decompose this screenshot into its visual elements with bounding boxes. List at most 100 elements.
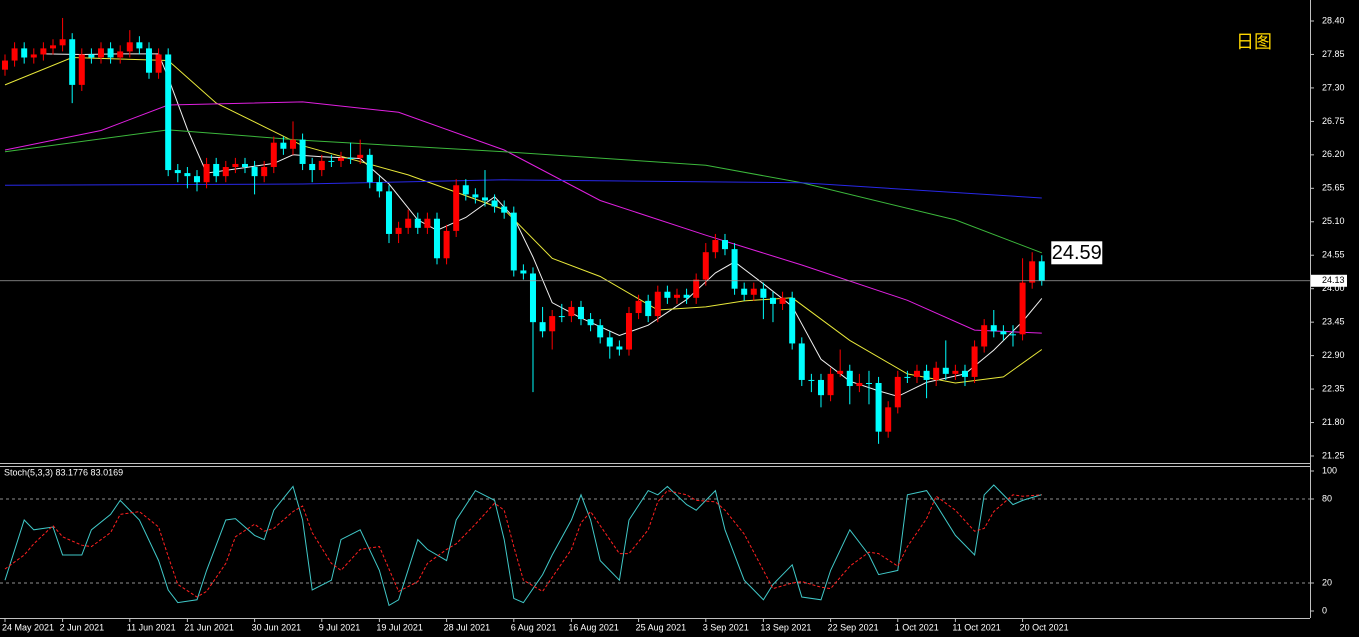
candle-body (789, 297, 796, 344)
candle-body (990, 325, 997, 332)
candle-body (328, 160, 335, 162)
candle-body (865, 382, 872, 384)
candle-body (232, 163, 239, 168)
candle-body (731, 249, 738, 289)
candle-body (597, 325, 604, 338)
candle-body (481, 197, 488, 201)
y-tick-label: 80 (1322, 493, 1332, 503)
candle-body (721, 240, 728, 250)
candle-body (299, 139, 306, 164)
end-value-label: 24.59 (1052, 242, 1102, 264)
candle-body (558, 316, 565, 318)
y-tick-label: 27.30 (1322, 82, 1345, 92)
candle-body (933, 367, 940, 380)
x-tick-label: 28 Jul 2021 (444, 622, 491, 632)
candle-body (750, 288, 757, 295)
candle-body (577, 306, 584, 320)
indicator-line (4, 490, 1042, 598)
candle-body (40, 48, 47, 55)
candle-body (376, 182, 383, 192)
candle-body (491, 200, 498, 207)
candle-body (69, 39, 76, 85)
candle-body (769, 297, 776, 304)
candle-body (414, 218, 421, 228)
candle-body (1009, 334, 1016, 336)
candle-body (289, 139, 296, 149)
y-tick-label: 28.40 (1322, 15, 1345, 25)
candle-body (395, 227, 402, 234)
y-tick-label: 26.75 (1322, 116, 1345, 126)
candle-body (309, 163, 316, 171)
candle-body (817, 379, 824, 396)
candle-body (923, 370, 930, 380)
candle-body (155, 54, 162, 73)
candle-body (203, 163, 210, 183)
candle-body (894, 376, 901, 408)
candle-body (673, 294, 680, 298)
end-value-box (1050, 240, 1104, 266)
candle-body (625, 313, 632, 350)
candle-body (424, 218, 431, 228)
candle-body (520, 270, 527, 274)
x-tick-label: 19 Jul 2021 (376, 622, 423, 632)
candle-body (241, 163, 248, 168)
candle-body (1029, 261, 1036, 283)
candle-body (549, 316, 556, 332)
candle-body (779, 297, 786, 304)
candle-body (405, 218, 412, 228)
candle-body (117, 51, 124, 58)
candle-body (366, 154, 373, 183)
candle-body (712, 240, 719, 253)
x-tick-label: 25 Aug 2021 (636, 622, 687, 632)
candle-body (1038, 261, 1045, 281)
candle-body (798, 343, 805, 380)
candle-body (251, 167, 258, 177)
candle-body (904, 376, 911, 378)
candle-body (193, 176, 200, 183)
candle-body (961, 370, 968, 377)
candle-body (357, 154, 364, 158)
candle-body (184, 173, 191, 177)
candle-body (453, 185, 460, 231)
candle-body (136, 42, 143, 49)
y-tick-label: 25.10 (1322, 216, 1345, 226)
candle-body (529, 273, 536, 323)
x-tick-label: 9 Jul 2021 (319, 622, 361, 632)
candle-body (913, 370, 920, 377)
price-tag (1311, 274, 1347, 287)
candle-body (107, 48, 114, 58)
candle-body (606, 337, 613, 347)
y-tick-label: 21.80 (1322, 417, 1345, 427)
candle-body (174, 170, 181, 174)
candle-body (587, 319, 594, 326)
candle-body (635, 300, 642, 314)
candle-body (539, 322, 546, 332)
x-tick-label: 3 Sep 2021 (703, 622, 749, 632)
x-tick-label: 30 Jun 2021 (252, 622, 302, 632)
candle-body (11, 48, 18, 61)
candle-body (693, 279, 700, 298)
candle-body (337, 157, 344, 161)
x-tick-label: 6 Aug 2021 (511, 622, 557, 632)
candle-body (21, 48, 28, 58)
y-tick-label: 23.45 (1322, 317, 1345, 327)
y-tick-label: 100 (1322, 465, 1337, 475)
candle-body (702, 252, 709, 280)
y-tick-label: 24.00 (1322, 283, 1345, 293)
candle-body (443, 230, 450, 259)
y-tick-label: 27.85 (1322, 49, 1345, 59)
candle-body (971, 346, 978, 377)
timeframe-label: 日图 (1236, 32, 1272, 52)
y-tick-label: 20 (1322, 577, 1332, 587)
candle-body (270, 142, 277, 168)
candle-body (741, 288, 748, 295)
candle-body (213, 163, 220, 177)
candle-body (664, 291, 671, 298)
indicator-line (4, 129, 1042, 254)
candle-body (165, 54, 172, 171)
x-tick-label: 20 Oct 2021 (1020, 622, 1069, 632)
price-tag-label: 24.13 (1322, 275, 1345, 285)
